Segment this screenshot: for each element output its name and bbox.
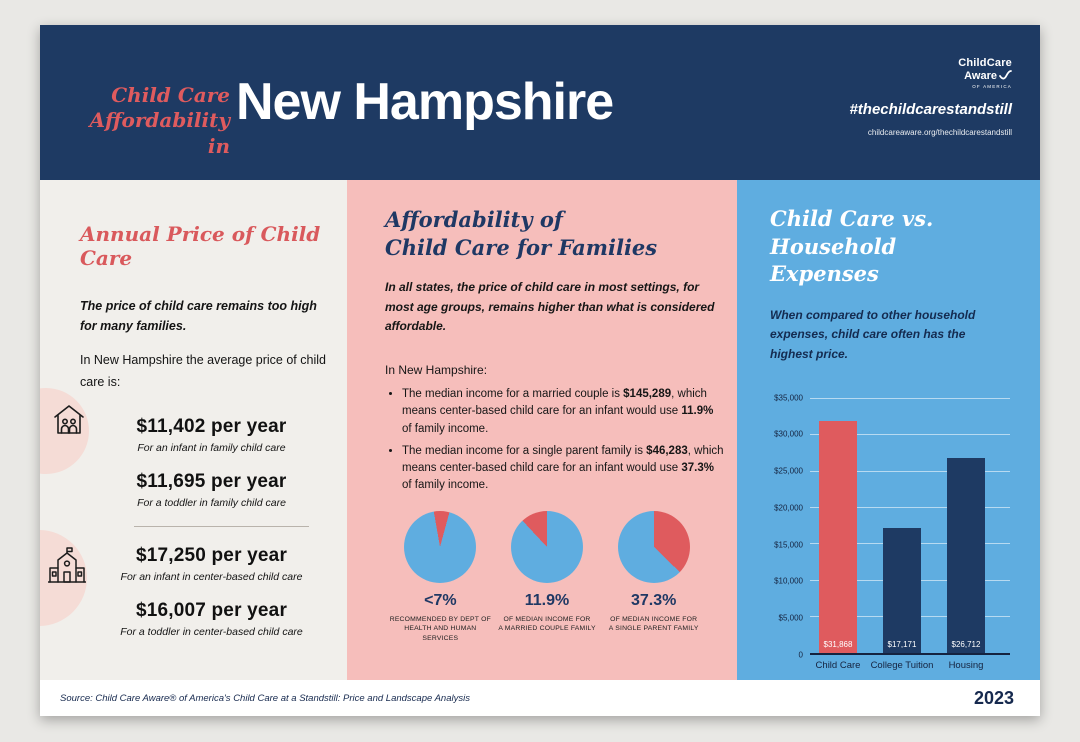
- price-list: $11,402 per year For an infant in family…: [80, 416, 327, 638]
- logo-line3: OF AMERICA: [972, 84, 1012, 90]
- gridline: [810, 434, 1010, 436]
- pie-chart: [617, 510, 690, 583]
- logo-line1: ChildCare: [958, 57, 1012, 69]
- right-panel-intro-bold: When compared to other household expense…: [770, 308, 976, 361]
- bar-plot: $31,868 Child Care $17,171 College Tuition $…: [810, 397, 1010, 671]
- left-panel-intro: In New Hampshire the average price of ch…: [80, 353, 326, 389]
- bar-chart: $35,000 $30,000 $25,000 $20,000 $15,000 $10,0…: [770, 393, 1010, 671]
- bar: $17,171: [883, 527, 921, 653]
- gridline: [810, 397, 1010, 399]
- hashtag: #thechildcarestandstill: [849, 100, 1012, 118]
- y-tick-label: $5,000: [778, 613, 803, 623]
- header: Child Care Affordability in New Hampshir…: [40, 25, 1040, 180]
- pie-chart: [511, 510, 583, 583]
- pie-caption: RECOMMENDED BY DEPT OF HEALTH AND HUMAN …: [389, 615, 491, 643]
- price-amount: $17,250 per year: [135, 544, 288, 566]
- pie-chart: [404, 510, 477, 583]
- price-caption: For an infant in family child care: [137, 441, 286, 454]
- gridline: [810, 507, 1010, 508]
- state-label: In New Hampshire:: [385, 363, 488, 377]
- bar: $26,712: [947, 458, 985, 653]
- bullet-single-parent: The median income for a single parent fa…: [402, 443, 724, 495]
- page-title: New Hampshire: [236, 73, 614, 131]
- source-text: Source: Child Care Aware® of America's C…: [60, 692, 470, 704]
- y-tick-label: $35,000: [774, 393, 803, 403]
- pie-charts: <7% RECOMMENDED BY DEPT OF HEALTH AND HU…: [385, 510, 709, 645]
- price-caption: For a toddler in family child care: [137, 496, 286, 509]
- price-item: $11,695 per year For a toddler in family…: [96, 471, 327, 509]
- bar-value-label: $31,868: [823, 639, 853, 649]
- bar-value-label: $17,171: [887, 639, 917, 649]
- pie-recommended: <7% RECOMMENDED BY DEPT OF HEALTH AND HU…: [387, 510, 494, 645]
- price-item: $11,402 per year For an infant in family…: [96, 416, 327, 454]
- pie-single-parent: 37.3% OF MEDIAN INCOME FOR A SINGLE PARE…: [600, 510, 707, 645]
- bullet-married-couple: The median income for a married couple i…: [402, 386, 724, 438]
- price-caption: For a toddler in center-based child care: [120, 625, 303, 638]
- infographic-card: Child Care Affordability in New Hampshir…: [40, 25, 1040, 716]
- expenses-panel: Child Care vs. Household Expenses When c…: [737, 180, 1040, 680]
- y-tick-label: 0: [798, 650, 803, 660]
- pie-married-couple: 11.9% OF MEDIAN INCOME FOR A MARRIED COU…: [494, 510, 601, 645]
- income-bullets: The median income for a married couple i…: [402, 386, 724, 495]
- bar-category-label: Housing: [948, 659, 984, 671]
- pie-caption: OF MEDIAN INCOME FOR A SINGLE PARENT FAM…: [608, 615, 699, 633]
- bar: $31,868: [819, 420, 857, 653]
- swoosh-icon: [999, 69, 1012, 85]
- price-caption: For an infant in center-based child care: [120, 570, 303, 583]
- year: 2023: [973, 687, 1014, 708]
- divider: [134, 525, 309, 527]
- middle-panel-heading: Affordability of Child Care for Families: [385, 207, 658, 260]
- y-tick-label: $20,000: [774, 503, 803, 513]
- title-prefix: Child Care Affordability in: [89, 83, 230, 158]
- bar-category-label: Child Care: [815, 659, 861, 671]
- pie-percent: 11.9%: [524, 591, 570, 609]
- middle-panel-intro-bold: In all states, the price of child care i…: [385, 280, 715, 333]
- childcare-aware-logo: ChildCare Aware OF AMERICA: [958, 57, 1012, 90]
- bar-column: $17,171 College Tuition: [871, 398, 933, 671]
- gridline: [810, 470, 1010, 472]
- header-right: ChildCare Aware OF AMERICA #thechildcare…: [849, 57, 1012, 137]
- price-amount: $16,007 per year: [135, 599, 288, 621]
- y-tick-label: $10,000: [774, 576, 803, 586]
- bar-category-label: College Tuition: [870, 659, 934, 671]
- y-tick-label: $30,000: [774, 429, 803, 439]
- right-panel-heading: Child Care vs. Household Expenses: [770, 206, 934, 287]
- bar-value-label: $26,712: [951, 639, 981, 649]
- bars: $31,868 Child Care $17,171 College Tuition $…: [810, 398, 1010, 671]
- y-tick-label: $15,000: [774, 540, 803, 550]
- y-tick-label: $25,000: [774, 466, 803, 476]
- price-item: $17,250 per year For an infant in center…: [96, 545, 327, 583]
- bar-column: $26,712 Housing: [947, 398, 985, 671]
- family-house-icon: [52, 402, 86, 441]
- pie-percent: <7%: [424, 591, 457, 609]
- price-amount: $11,402 per year: [136, 415, 287, 437]
- bar-column: $31,868 Child Care: [816, 398, 860, 671]
- price-item: $16,007 per year For a toddler in center…: [96, 600, 327, 638]
- bar-chart-yaxis: $35,000 $30,000 $25,000 $20,000 $15,000 $10,0…: [770, 393, 810, 659]
- pie-percent: 37.3%: [630, 591, 677, 609]
- left-panel-intro-bold: The price of child care remains too high…: [80, 299, 317, 333]
- affordability-panel: Affordability of Child Care for Families…: [347, 180, 737, 680]
- school-building-icon: [47, 546, 87, 589]
- price-amount: $11,695 per year: [136, 470, 287, 492]
- content-columns: Annual Price of Child Care The price of …: [40, 180, 1040, 680]
- annual-price-panel: Annual Price of Child Care The price of …: [40, 180, 347, 680]
- pie-caption: OF MEDIAN INCOME FOR A MARRIED COUPLE FA…: [498, 615, 596, 633]
- footer: Source: Child Care Aware® of America's C…: [40, 680, 1040, 716]
- campaign-url: childcareaware.org/thechildcarestandstil…: [867, 127, 1012, 137]
- logo-line2: Aware: [964, 70, 997, 83]
- left-panel-heading: Annual Price of Child Care: [80, 222, 321, 270]
